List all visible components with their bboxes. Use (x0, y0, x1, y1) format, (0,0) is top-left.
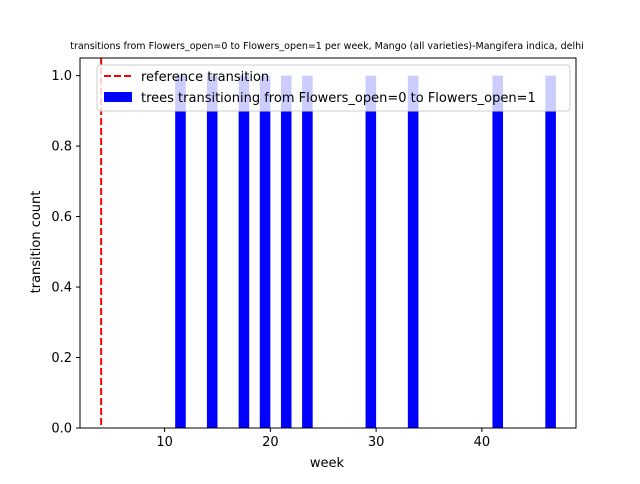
bar (259, 75, 271, 428)
axes-frame (79, 57, 577, 429)
bar (206, 75, 218, 428)
bar (175, 75, 186, 428)
y-axis-label: transition count (29, 191, 44, 294)
legend-box (96, 64, 571, 112)
x-axis-label: week (310, 456, 345, 471)
bar (407, 75, 419, 428)
y-tick-label: 0.4 (51, 281, 72, 296)
legend-bar-swatch (104, 92, 132, 102)
legend: reference transition trees transitioning … (96, 64, 571, 112)
y-tick-label: 0.8 (51, 140, 72, 155)
bar (280, 75, 292, 428)
bar (238, 75, 250, 428)
x-tick-label: 30 (368, 435, 385, 450)
legend-label-bars: trees transitioning from Flowers_open=0 … (141, 91, 536, 106)
x-tick-label: 20 (262, 435, 279, 450)
legend-label-reference: reference transition (141, 70, 269, 85)
y-tick-label: 0.6 (51, 210, 72, 225)
bar (365, 75, 377, 428)
bar (492, 75, 504, 428)
plot-area: 10 20 30 40 0.0 0.2 0.4 0.6 0.8 1.0 (51, 57, 577, 450)
y-tick-label: 1.0 (51, 69, 72, 84)
x-tick-label: 10 (156, 435, 173, 450)
y-tick-label: 0.0 (51, 422, 72, 437)
chart-title: transitions from Flowers_open=0 to Flowe… (70, 41, 584, 52)
x-tick-label: 40 (474, 435, 491, 450)
bar (302, 75, 313, 428)
bar (545, 75, 556, 428)
y-tick-label: 0.2 (51, 351, 72, 366)
